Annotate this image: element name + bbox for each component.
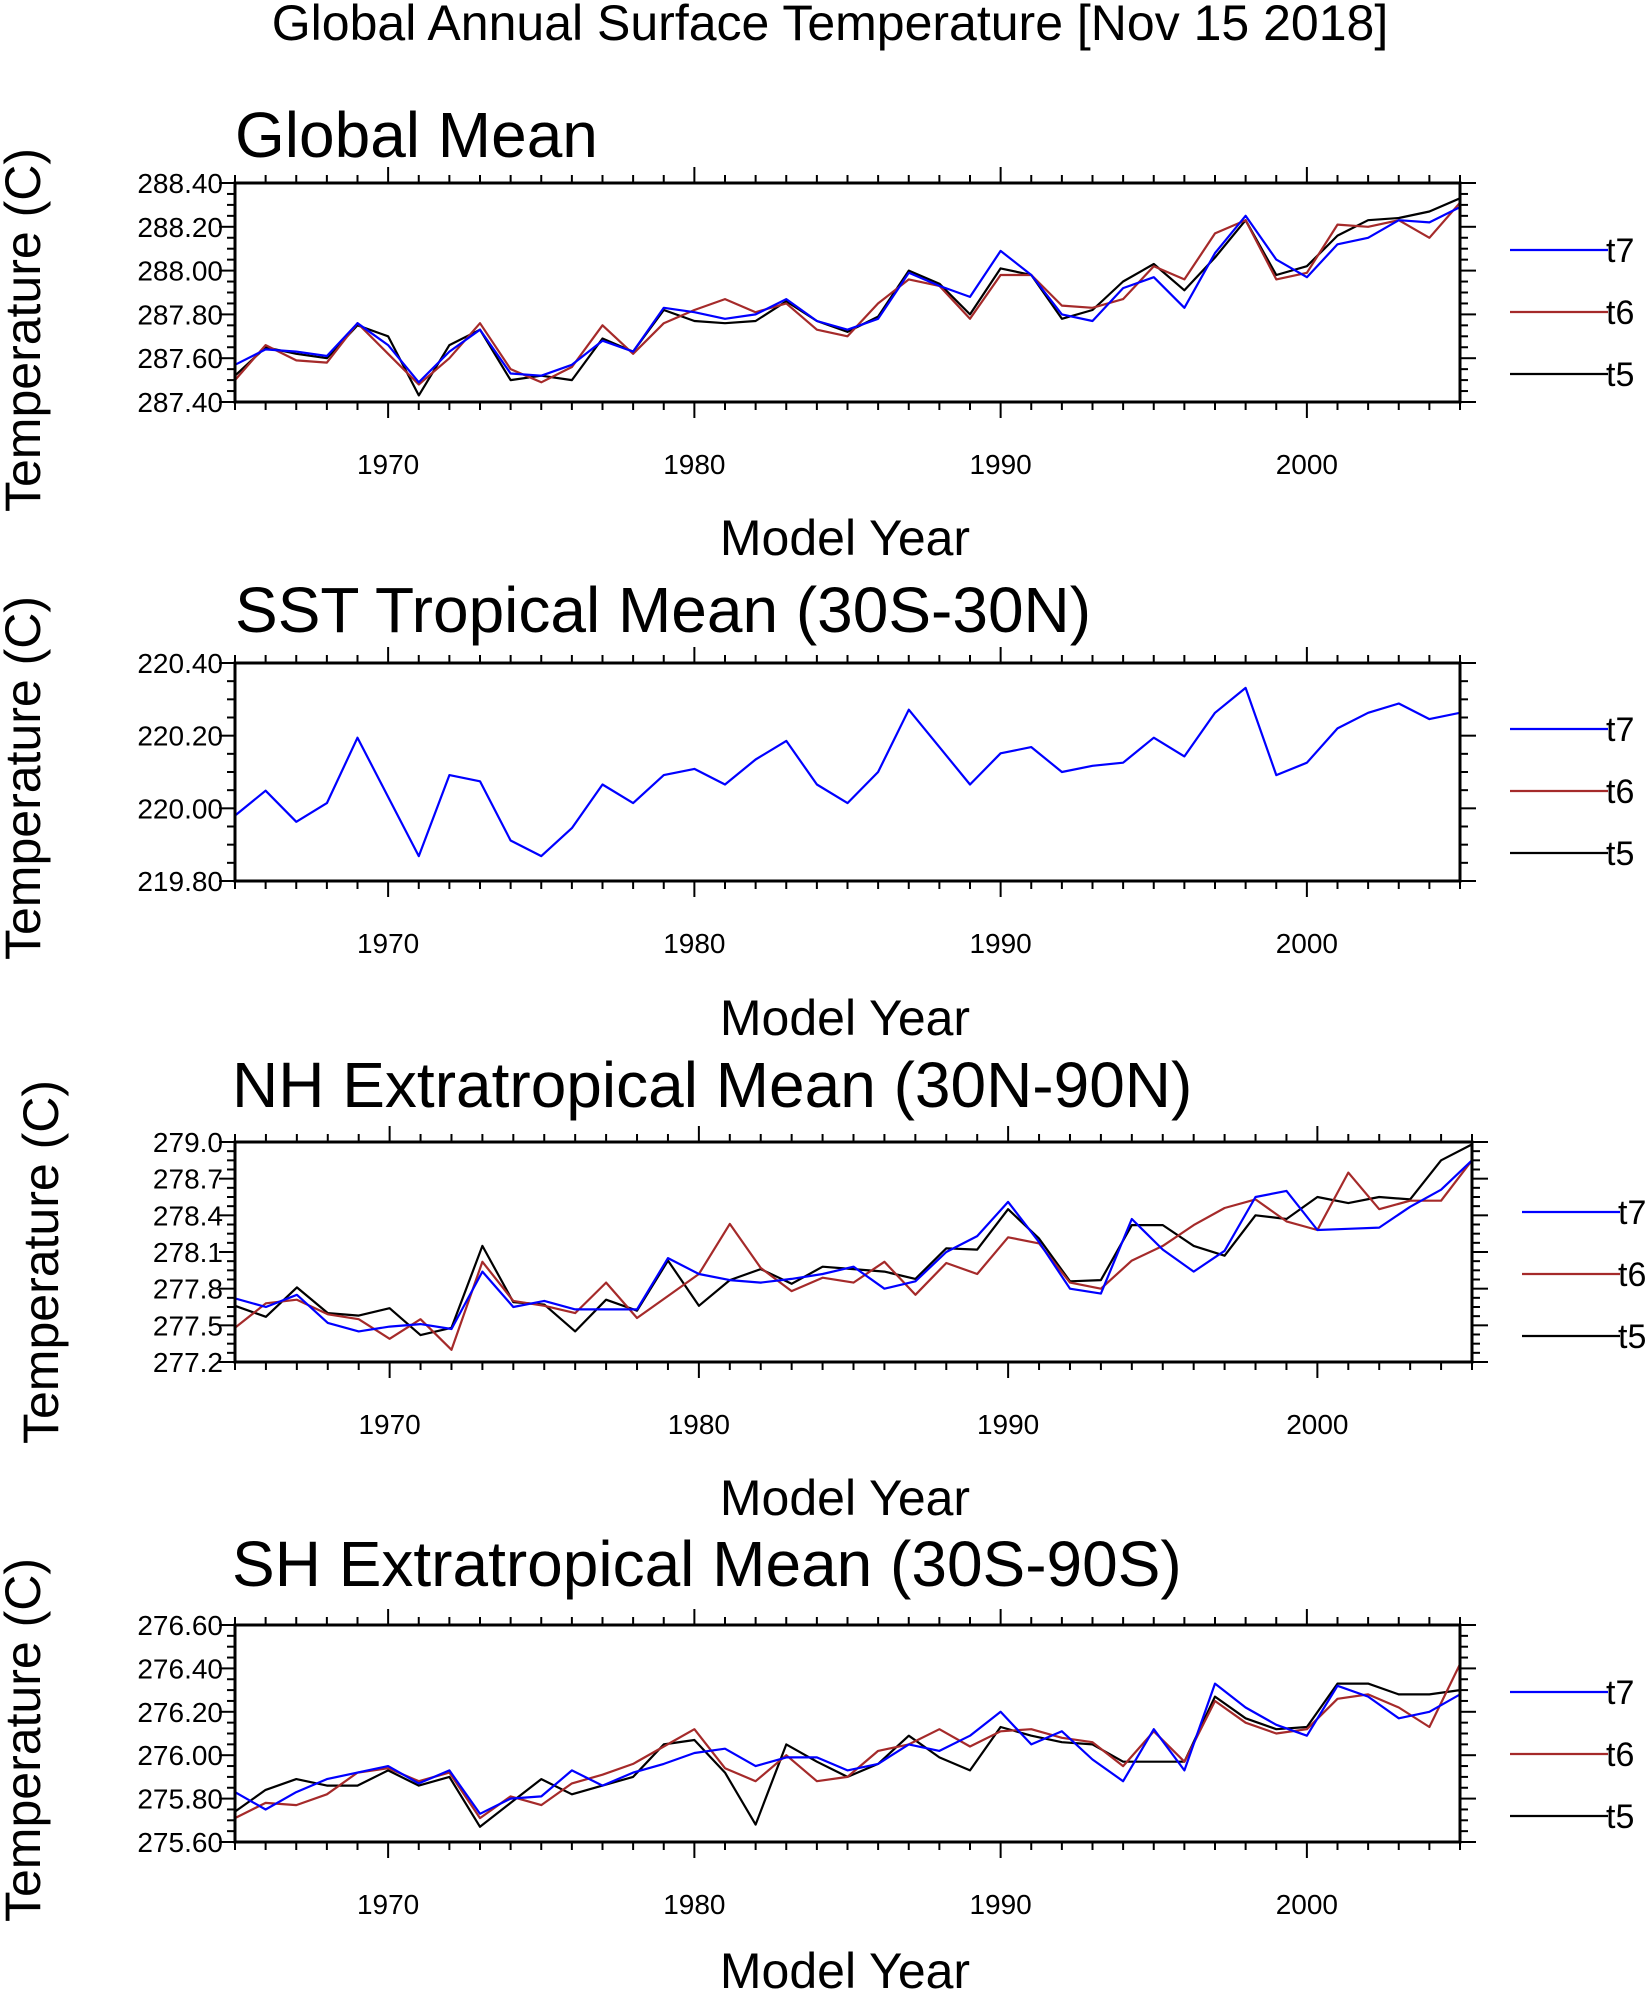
x-tick-label: 2000 (1276, 449, 1338, 480)
legend-label-t6: t6 (1606, 773, 1634, 811)
x-axis-label: Model Year (720, 1470, 970, 1526)
figure-title: Global Annual Surface Temperature [Nov 1… (272, 0, 1388, 51)
x-tick-label: 2000 (1286, 1409, 1348, 1440)
legend-label-t7: t7 (1606, 1674, 1634, 1712)
panel-1: Global Mean Temperature (C) Model Year 1970… (0, 99, 1634, 566)
y-axis-label: Temperature (C) (0, 596, 51, 960)
series-line-t5 (235, 1143, 1472, 1337)
y-tick-label: 275.80 (137, 1784, 223, 1815)
panel-title: SH Extratropical Mean (30S-90S) (232, 1528, 1182, 1600)
series-line-t7 (235, 1682, 1460, 1815)
legend-label-t5: t5 (1606, 835, 1634, 873)
x-axis-label: Model Year (720, 990, 970, 1046)
y-tick-label: 276.00 (137, 1740, 223, 1771)
y-tick-label: 288.40 (137, 168, 223, 199)
legend-label-t6: t6 (1618, 1256, 1646, 1294)
x-tick-label: 2000 (1276, 928, 1338, 959)
y-tick-label: 278.7 (153, 1164, 223, 1195)
x-tick-label: 1990 (969, 449, 1031, 480)
panel-2: SST Tropical Mean (30S-30N) Temperature (… (0, 574, 1634, 1046)
x-tick-label: 1990 (969, 928, 1031, 959)
legend-label-t5: t5 (1606, 356, 1634, 394)
y-tick-label: 220.40 (137, 648, 223, 679)
y-tick-label: 220.20 (137, 721, 223, 752)
series-line-t7 (235, 686, 1460, 858)
y-tick-label: 277.5 (153, 1310, 223, 1341)
legend-label-t7: t7 (1618, 1194, 1646, 1232)
y-tick-label: 288.20 (137, 212, 223, 243)
x-axis-label: Model Year (720, 510, 970, 566)
series-line-t6 (235, 201, 1460, 386)
y-tick-label: 279.0 (153, 1127, 223, 1158)
x-tick-label: 1970 (357, 928, 419, 959)
series-line-t5 (235, 197, 1460, 397)
x-tick-label: 1980 (668, 1409, 730, 1440)
legend-label-t6: t6 (1606, 1736, 1634, 1774)
x-tick-label: 1970 (357, 1889, 419, 1920)
y-tick-label: 275.60 (137, 1827, 223, 1858)
y-tick-label: 277.8 (153, 1274, 223, 1305)
legend-label-t7: t7 (1606, 711, 1634, 749)
panel-title: Global Mean (235, 99, 598, 171)
plot-frame (233, 181, 1462, 404)
y-tick-label: 287.60 (137, 343, 223, 374)
y-axis-label: Temperature (C) (0, 1558, 51, 1922)
panel-3: NH Extratropical Mean (30N-90N) Temperatu… (13, 1049, 1646, 1526)
series-line-t5 (235, 1682, 1460, 1828)
x-tick-label: 1980 (663, 1889, 725, 1920)
x-tick-label: 1970 (357, 449, 419, 480)
series-line-t6 (235, 1159, 1472, 1351)
y-tick-label: 278.1 (153, 1237, 223, 1268)
x-tick-label: 1990 (977, 1409, 1039, 1440)
plot-frame (233, 1140, 1474, 1364)
y-tick-label: 219.80 (137, 866, 223, 897)
legend-label-t7: t7 (1606, 232, 1634, 270)
panel-title: SST Tropical Mean (30S-30N) (235, 574, 1091, 646)
panels: Global Mean Temperature (C) Model Year 1970… (0, 99, 1646, 1999)
y-tick-label: 278.4 (153, 1200, 223, 1231)
series-line-t7 (235, 206, 1460, 384)
y-tick-label: 288.00 (137, 256, 223, 287)
legend-label-t6: t6 (1606, 294, 1634, 332)
legend-label-t5: t5 (1606, 1798, 1634, 1836)
y-axis-label: Temperature (C) (0, 148, 51, 512)
y-tick-label: 287.40 (137, 387, 223, 418)
x-tick-label: 2000 (1276, 1889, 1338, 1920)
panel-4: SH Extratropical Mean (30S-90S) Temperatu… (0, 1528, 1634, 1999)
legend-label-t5: t5 (1618, 1318, 1646, 1356)
y-tick-label: 276.60 (137, 1610, 223, 1641)
series-line-t6 (235, 1663, 1460, 1820)
y-tick-label: 287.80 (137, 299, 223, 330)
y-tick-label: 276.40 (137, 1653, 223, 1684)
series-line-t7 (235, 1159, 1472, 1333)
x-tick-label: 1980 (663, 449, 725, 480)
x-axis-label: Model Year (720, 1943, 970, 1999)
y-axis-label: Temperature (C) (13, 1080, 69, 1444)
y-tick-label: 220.00 (137, 793, 223, 824)
panel-title: NH Extratropical Mean (30N-90N) (232, 1049, 1192, 1121)
x-tick-label: 1970 (358, 1409, 420, 1440)
y-tick-label: 276.20 (137, 1697, 223, 1728)
x-tick-label: 1990 (969, 1889, 1031, 1920)
x-tick-label: 1980 (663, 928, 725, 959)
y-tick-label: 277.2 (153, 1347, 223, 1378)
plot-frame (233, 661, 1462, 883)
plot-frame (233, 1623, 1462, 1844)
